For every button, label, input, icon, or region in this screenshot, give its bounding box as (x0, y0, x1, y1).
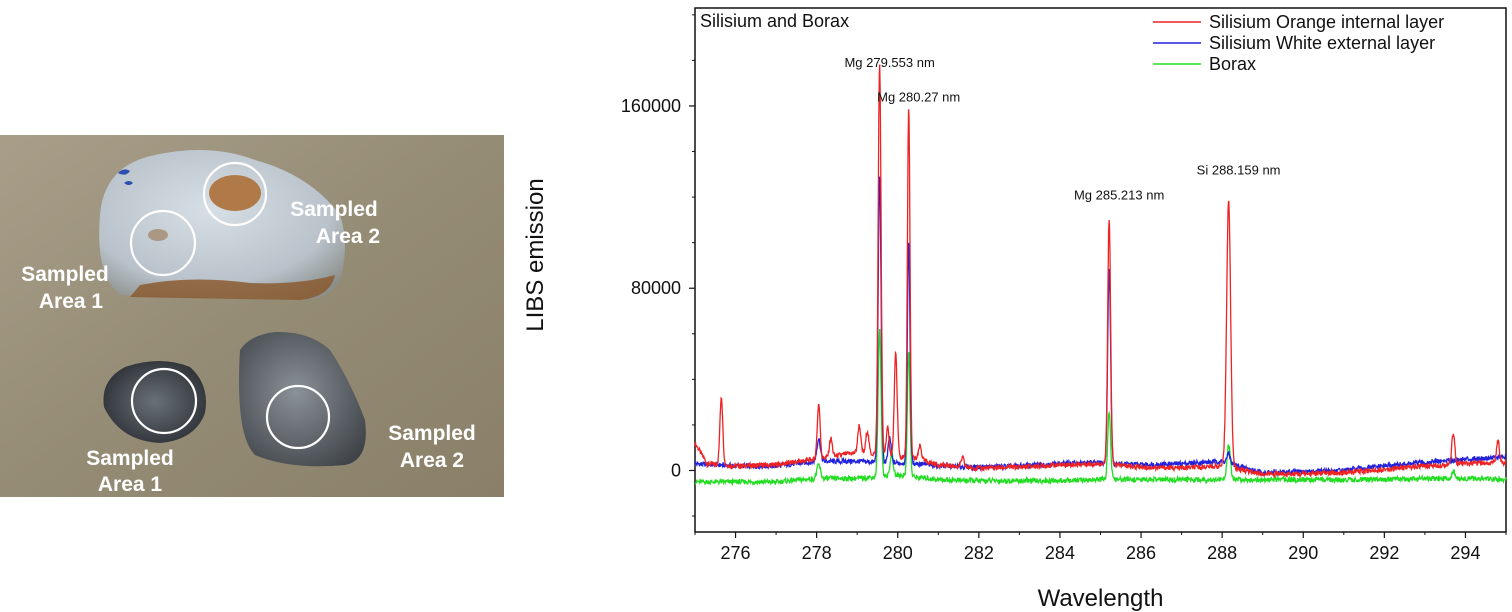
y-tick-label: 160000 (621, 96, 681, 116)
shell-area1-label: Sampled (21, 263, 109, 286)
shell-sample (99, 150, 345, 300)
dark-rock-sample (103, 361, 206, 443)
rock-area1-label: Sampled (86, 447, 174, 470)
peak-annotation: Mg 279.553 nm (844, 55, 934, 70)
shell-area1-label: Area 1 (39, 290, 104, 313)
legend-entry: Silisium White external layer (1209, 33, 1435, 53)
x-tick-label: 276 (721, 543, 751, 563)
shell-rust-edge (130, 275, 335, 300)
sampled-area-circle (130, 367, 198, 435)
sample-photo: Sampled Area 2 Sampled Area 1 Sampled Ar… (0, 135, 504, 497)
x-tick-label: 290 (1288, 543, 1318, 563)
rock-area1-label: Area 1 (98, 473, 163, 496)
x-tick-label: 280 (883, 543, 913, 563)
legend-entry: Borax (1209, 54, 1256, 74)
x-tick-label: 286 (1126, 543, 1156, 563)
sampled-area-circle (202, 161, 268, 227)
shell-area2-label: Area 2 (316, 225, 380, 248)
shell-small-spot (148, 229, 168, 241)
y-axis-title: LIBS emission (522, 178, 549, 331)
chart-title: Silisium and Borax (700, 11, 849, 31)
x-tick-label: 288 (1207, 543, 1237, 563)
shell-orange-spot (209, 175, 261, 211)
rock-area2-label: Sampled (388, 422, 476, 445)
series-line-white-layer (694, 176, 1507, 477)
peak-annotation: Mg 285.213 nm (1074, 187, 1164, 202)
x-axis-title: Wavelength (1038, 585, 1164, 612)
rock-area2-label: Area 2 (400, 449, 464, 472)
series-line-orange-layer (694, 64, 1507, 479)
x-tick-label: 278 (802, 543, 832, 563)
series-line-borax (694, 328, 1507, 487)
peak-annotation: Mg 280.27 nm (877, 89, 960, 104)
peak-annotation: Si 288.159 nm (1197, 162, 1281, 177)
sampled-area-circle (265, 384, 331, 450)
x-tick-label: 294 (1450, 543, 1480, 563)
shell-area2-label: Sampled (290, 198, 378, 221)
sampled-area-circle (129, 209, 197, 277)
y-tick-label: 0 (671, 460, 681, 480)
x-tick-label: 292 (1369, 543, 1399, 563)
legend-entry: Silisium Orange internal layer (1209, 12, 1444, 32)
x-tick-label: 284 (1045, 543, 1075, 563)
y-tick-label: 80000 (631, 278, 681, 298)
shell-blue-pattern (118, 169, 133, 185)
x-tick-label: 282 (964, 543, 994, 563)
